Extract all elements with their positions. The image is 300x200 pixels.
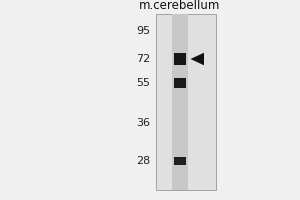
Polygon shape: [190, 53, 204, 65]
Bar: [174, 157, 186, 165]
Text: m.cerebellum: m.cerebellum: [139, 0, 221, 12]
Text: 36: 36: [136, 118, 150, 128]
Bar: [174, 78, 186, 88]
Bar: [172, 14, 188, 190]
Text: 55: 55: [136, 78, 150, 88]
Text: 28: 28: [136, 156, 150, 166]
Text: 72: 72: [136, 54, 150, 64]
Text: 95: 95: [136, 26, 150, 36]
Bar: [156, 14, 216, 190]
Bar: [174, 53, 186, 64]
